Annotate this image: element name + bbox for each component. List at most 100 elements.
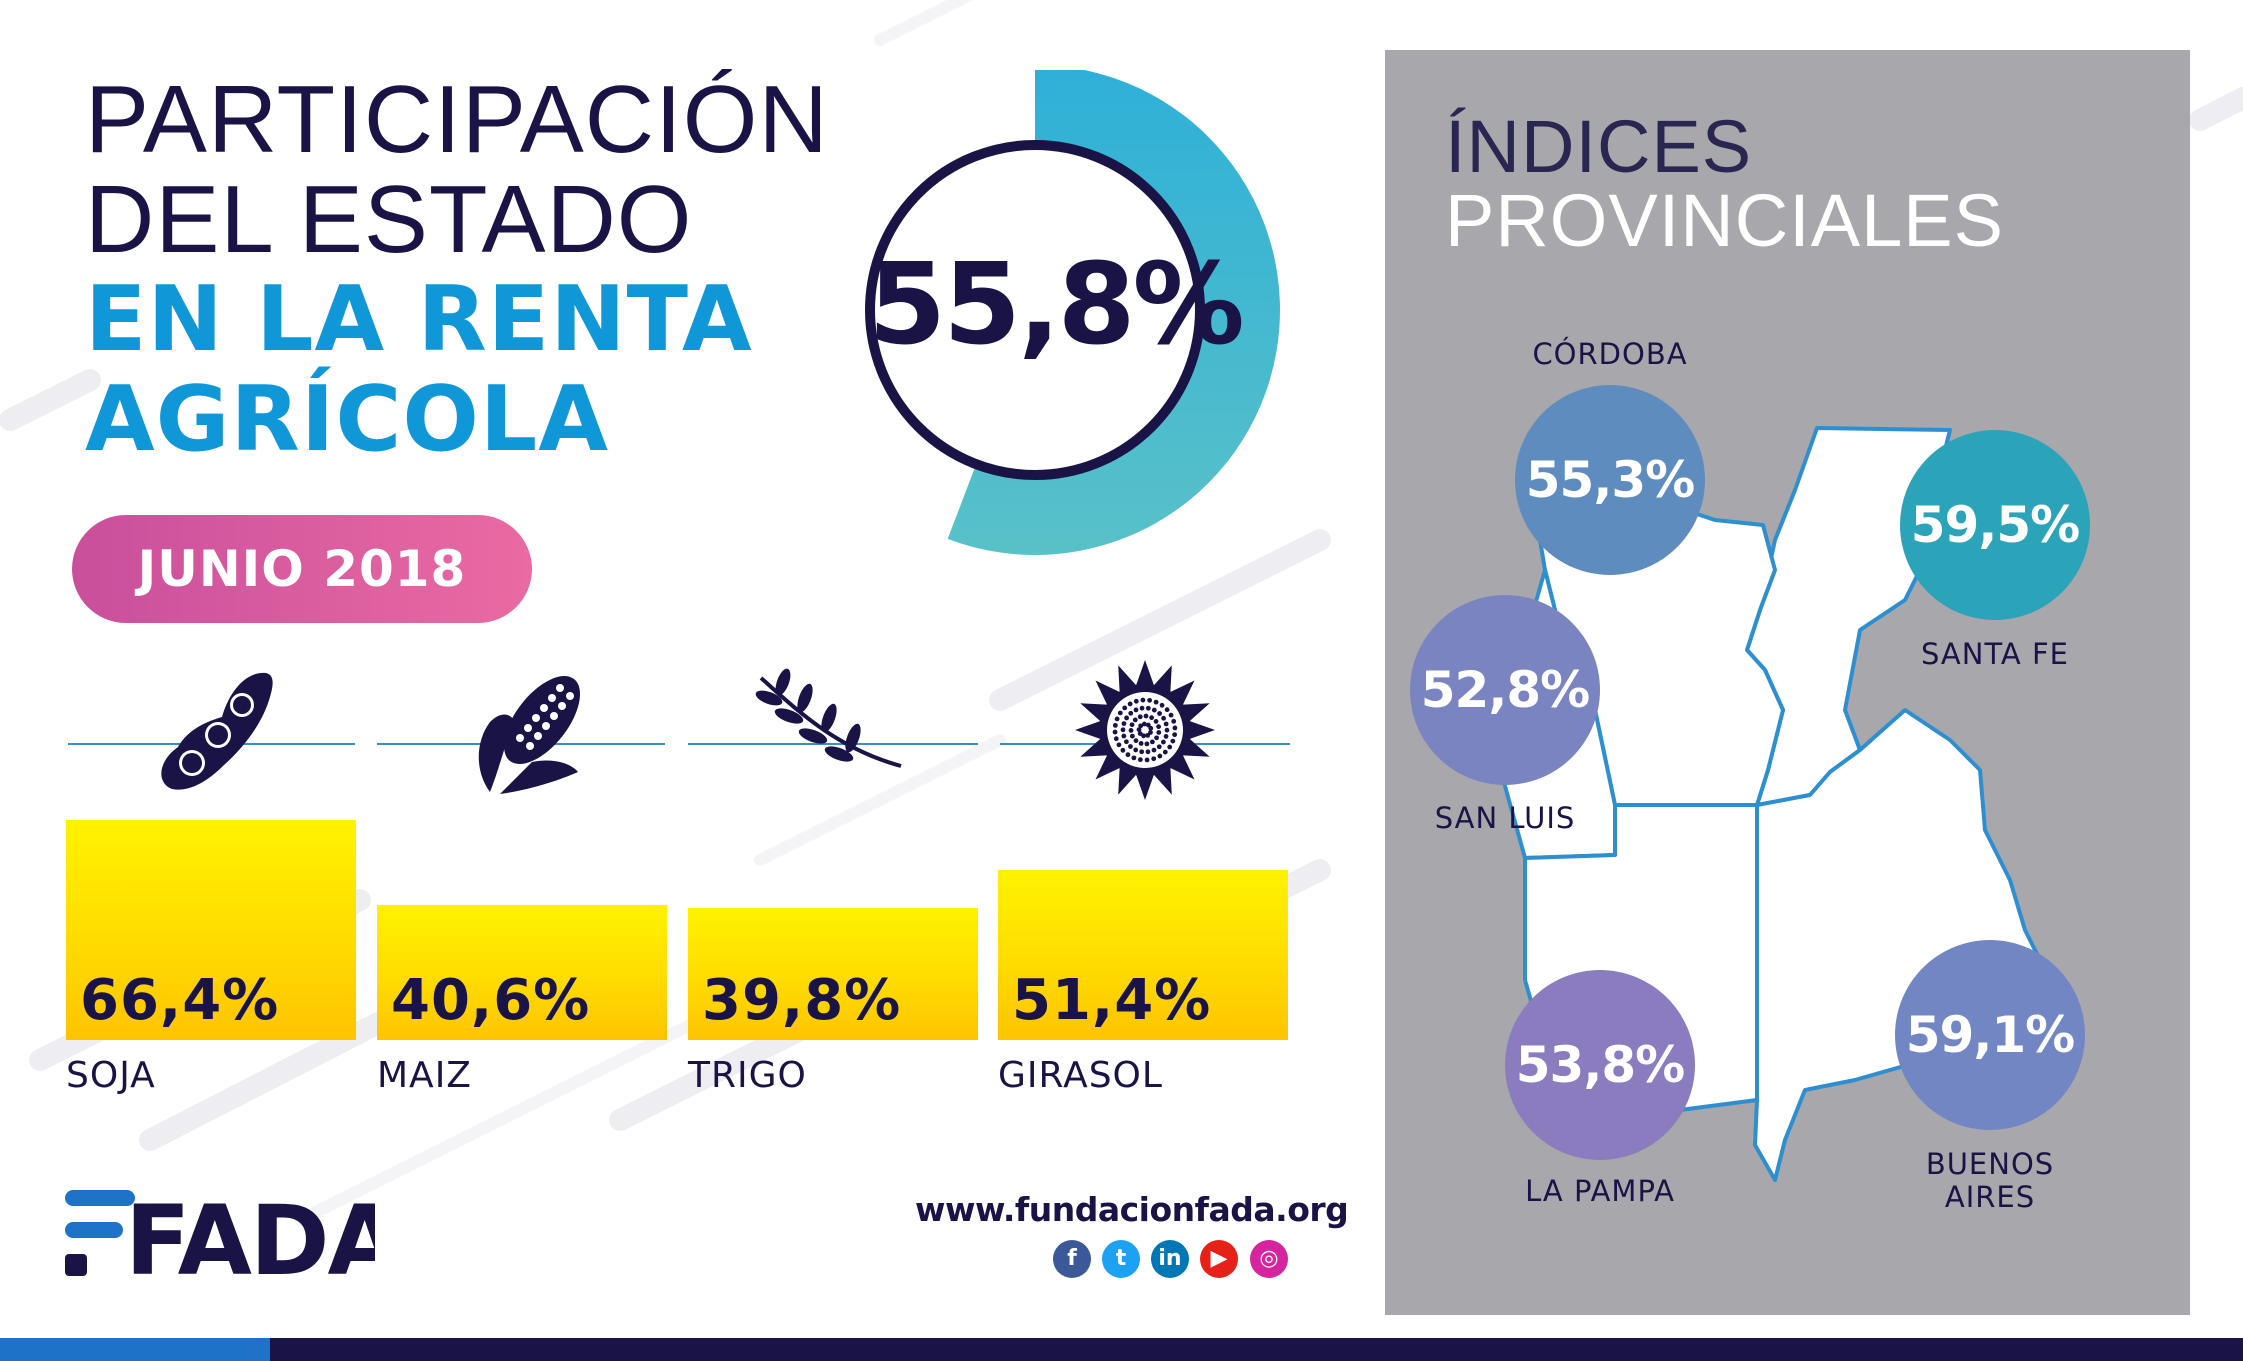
sunflower-seed — [1147, 697, 1153, 703]
sunflower-seed — [1129, 722, 1135, 728]
sunflower-seed — [1128, 728, 1134, 733]
facebook-icon[interactable]: f — [1053, 1240, 1091, 1278]
sunflower-seed — [1163, 721, 1169, 727]
sunflower-seed — [1156, 730, 1162, 735]
sunflower-seed — [1125, 752, 1131, 758]
province-name-santafe: SANTA FE — [1920, 637, 2069, 671]
sunflower-seed — [1161, 715, 1167, 721]
sunflower-petal — [1095, 746, 1129, 780]
map-buenos-aires — [1753, 708, 2047, 1182]
province-circle-sanluis: 52,8% — [1410, 595, 1600, 785]
province-name-lapampa: LA PAMPA — [1525, 1174, 1675, 1208]
website-link[interactable]: www.fundacionfada.org — [915, 1190, 1349, 1229]
linkedin-icon[interactable]: in — [1151, 1240, 1189, 1278]
sunflower-seed — [1145, 722, 1151, 728]
sunflower-seed — [1145, 732, 1151, 738]
sunflower-seed — [1151, 747, 1157, 753]
sunflower-seed — [1159, 702, 1165, 708]
sunflower-seed — [1157, 753, 1163, 759]
sunflower-seed — [1148, 730, 1153, 735]
bar-soja — [66, 820, 356, 1040]
crop-divider-trigo — [688, 743, 978, 745]
province-name-buenos: BUENOS AIRES — [1925, 1147, 2055, 1214]
sunflower-seed — [1156, 724, 1161, 730]
headline-donut — [865, 70, 1280, 555]
main-title: PARTICIPACIÓN DEL ESTADO EN LA RENTA AGR… — [85, 70, 829, 470]
sunflower-seed — [1121, 721, 1127, 727]
sunflower-seed — [1137, 731, 1143, 736]
sunflower-seed — [1148, 725, 1154, 731]
sunflower-seed — [1156, 744, 1162, 750]
sunflower-seed — [1124, 715, 1129, 721]
corn-icon — [478, 676, 581, 794]
province-circle-lapampa: 53,8% — [1505, 970, 1695, 1160]
sunflower-seed — [1116, 742, 1122, 748]
sunflower-seed — [1121, 733, 1127, 739]
bar-value-soja: 66,4% — [80, 968, 280, 1033]
sunflower-seed — [1151, 707, 1157, 713]
fada-logo: FADA — [65, 1190, 375, 1280]
sunflower-seed — [1164, 707, 1170, 713]
sunflower-seed — [1128, 744, 1133, 749]
soybean-icon — [161, 672, 273, 790]
sunflower-seed — [1130, 733, 1135, 739]
sunflower-seed — [1144, 741, 1150, 747]
sunflower-seed — [1132, 717, 1138, 723]
bar-value-trigo: 39,8% — [702, 968, 902, 1033]
sunflower-seed — [1168, 712, 1174, 718]
province-circle-crdoba: 55,3% — [1515, 385, 1705, 575]
sunflower-seed — [1141, 733, 1146, 739]
footer-accent — [0, 1338, 270, 1361]
instagram-icon[interactable]: ◎ — [1250, 1240, 1288, 1278]
sunflower-seed — [1112, 729, 1118, 735]
sunflower-seed — [1138, 741, 1144, 746]
youtube-icon[interactable]: ▶ — [1200, 1240, 1238, 1278]
bar-category-maiz: MAIZ — [377, 1055, 472, 1096]
sunflower-seed — [1164, 727, 1170, 733]
sunflower-seed — [1120, 747, 1126, 753]
sunflower-seed — [1127, 701, 1133, 707]
sunflower-seed — [1171, 718, 1177, 724]
sunflower-seed — [1123, 739, 1129, 745]
title-line-3: EN LA RENTA — [85, 267, 753, 372]
sunflower-petal — [1095, 680, 1129, 714]
sunflower-seed — [1149, 739, 1155, 745]
footer-bar — [0, 1338, 2243, 1361]
sunflower-seed — [1112, 722, 1118, 728]
sunflower-seed — [1170, 738, 1176, 744]
bar-trigo — [688, 908, 978, 1040]
headline-value: 55,8% — [868, 240, 1245, 370]
sunflower-seed — [1133, 747, 1139, 753]
sunflower-seed — [1145, 705, 1151, 711]
sunflower-petal — [1161, 746, 1195, 780]
title-line-1: PARTICIPACIÓN — [85, 66, 829, 173]
bar-value-maiz: 40,6% — [391, 968, 591, 1033]
title-line-4: AGRÍCOLA — [85, 367, 609, 472]
wheat-icon — [755, 668, 902, 768]
sunflower-seed — [1151, 756, 1157, 762]
sunflower-seed — [1161, 739, 1166, 745]
sunflower-seed — [1162, 749, 1168, 755]
sunflower-seed — [1149, 715, 1155, 721]
date-badge: JUNIO 2018 — [72, 515, 532, 623]
sunflower-seed — [1141, 721, 1147, 727]
sunflower-seed — [1136, 727, 1142, 733]
twitter-icon[interactable]: t — [1102, 1240, 1140, 1278]
province-circle-buenos: 59,1% — [1895, 940, 2085, 1130]
sunflower-seed — [1153, 719, 1159, 724]
sunflower-seed — [1133, 707, 1139, 713]
sunflower-seed — [1172, 732, 1178, 738]
provincial-title-line-1: ÍNDICES — [1445, 105, 1753, 188]
bar-value-girasol: 51,4% — [1012, 968, 1212, 1033]
sunflower-seed — [1122, 705, 1128, 711]
title-line-2: DEL ESTADO — [85, 166, 693, 273]
sunflower-seed — [1154, 735, 1159, 741]
sunflower-seed — [1117, 710, 1123, 716]
sunflower-seed — [1157, 711, 1162, 716]
sunflower-icon — [1075, 660, 1215, 800]
sunflower-seed — [1113, 736, 1119, 742]
sunflower-seed — [1114, 716, 1120, 722]
bar-category-girasol: GIRASOL — [998, 1055, 1163, 1096]
provincial-title: ÍNDICES PROVINCIALES — [1445, 110, 2004, 258]
bar-girasol — [998, 869, 1288, 1040]
